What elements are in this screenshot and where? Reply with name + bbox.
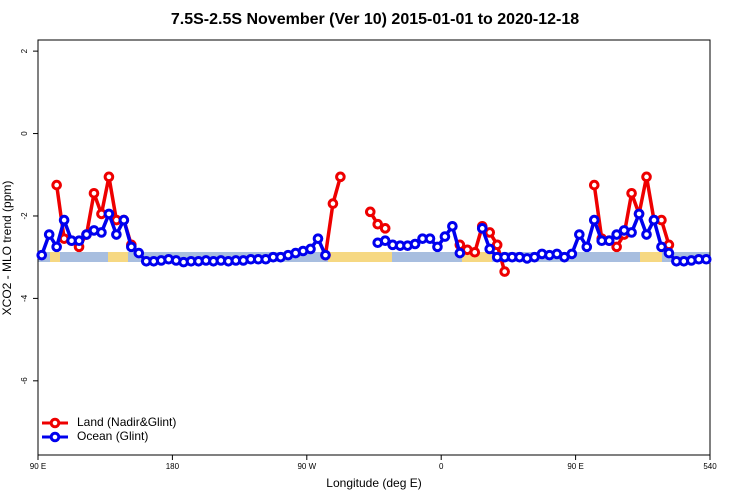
series-point — [633, 208, 645, 220]
series-point — [484, 227, 496, 238]
series-point — [51, 241, 62, 253]
series-point — [663, 247, 675, 259]
series-point — [499, 266, 510, 277]
series-point — [588, 214, 600, 226]
series-point — [641, 171, 652, 183]
series-point — [432, 241, 443, 253]
land-band — [108, 252, 128, 262]
series-point — [454, 247, 466, 259]
legend-marker — [49, 431, 61, 443]
series-point — [96, 227, 107, 238]
series-point — [700, 253, 712, 265]
x-tick-label: 90 W — [297, 462, 316, 471]
series-point — [103, 208, 115, 220]
series-point — [626, 227, 637, 238]
series-point — [379, 235, 391, 247]
y-tick-label: 2 — [20, 48, 29, 53]
legend-label: Land (Nadir&Glint) — [77, 415, 176, 429]
x-tick-label: 90 E — [567, 462, 583, 471]
series-point — [469, 246, 481, 258]
series-point — [36, 249, 48, 261]
series-point — [103, 171, 115, 183]
series-point — [581, 241, 593, 253]
series-point — [372, 218, 384, 230]
legend-label: Ocean (Glint) — [77, 429, 148, 443]
series-point — [648, 214, 660, 226]
land-band — [328, 252, 392, 262]
series-point — [88, 188, 100, 199]
series-point — [626, 188, 637, 199]
series-point — [439, 231, 451, 242]
series-point — [51, 179, 62, 191]
series-point — [476, 223, 488, 234]
series-point — [335, 171, 346, 183]
y-tick-label: -4 — [20, 294, 29, 302]
x-tick-label: 0 — [439, 462, 444, 471]
series-point — [126, 241, 137, 253]
series-point — [484, 243, 496, 255]
series-point — [364, 206, 376, 218]
series-point — [574, 229, 585, 240]
land-band — [640, 252, 662, 262]
series-point — [320, 249, 331, 261]
series-point — [73, 235, 85, 247]
x-axis-label: Longitude (deg E) — [326, 476, 421, 490]
series-point — [409, 238, 421, 250]
series-point — [111, 229, 122, 240]
series-point — [379, 223, 391, 234]
series-point — [118, 214, 130, 226]
series-point — [491, 239, 503, 251]
series-point — [603, 235, 615, 247]
land-band — [50, 252, 60, 262]
series-point — [656, 241, 667, 253]
series-point — [305, 243, 316, 255]
series-point — [312, 233, 324, 244]
series-line — [323, 176, 343, 256]
series-point — [43, 229, 55, 240]
series-point — [588, 179, 600, 191]
series-point — [133, 247, 145, 259]
series-point — [81, 229, 92, 240]
series-point — [611, 229, 622, 240]
x-tick-label: 540 — [703, 462, 717, 471]
x-tick-label: 90 E — [30, 462, 46, 471]
x-tick-label: 180 — [166, 462, 180, 471]
series-point — [447, 220, 458, 232]
series-point — [566, 248, 578, 260]
y-tick-label: -6 — [20, 377, 29, 385]
chart-title: 7.5S-2.5S November (Ver 10) 2015-01-01 t… — [171, 11, 579, 28]
plot-frame — [37, 39, 711, 456]
legend-marker — [49, 417, 61, 429]
y-axis-label: XCO2 - MLO trend (ppm) — [0, 181, 14, 316]
series-point — [58, 214, 70, 226]
series-point — [611, 241, 622, 253]
series-point — [327, 198, 339, 209]
y-tick-label: 0 — [20, 131, 29, 136]
series-point — [641, 229, 652, 240]
series-point — [424, 233, 436, 244]
y-tick-label: -2 — [20, 212, 29, 220]
